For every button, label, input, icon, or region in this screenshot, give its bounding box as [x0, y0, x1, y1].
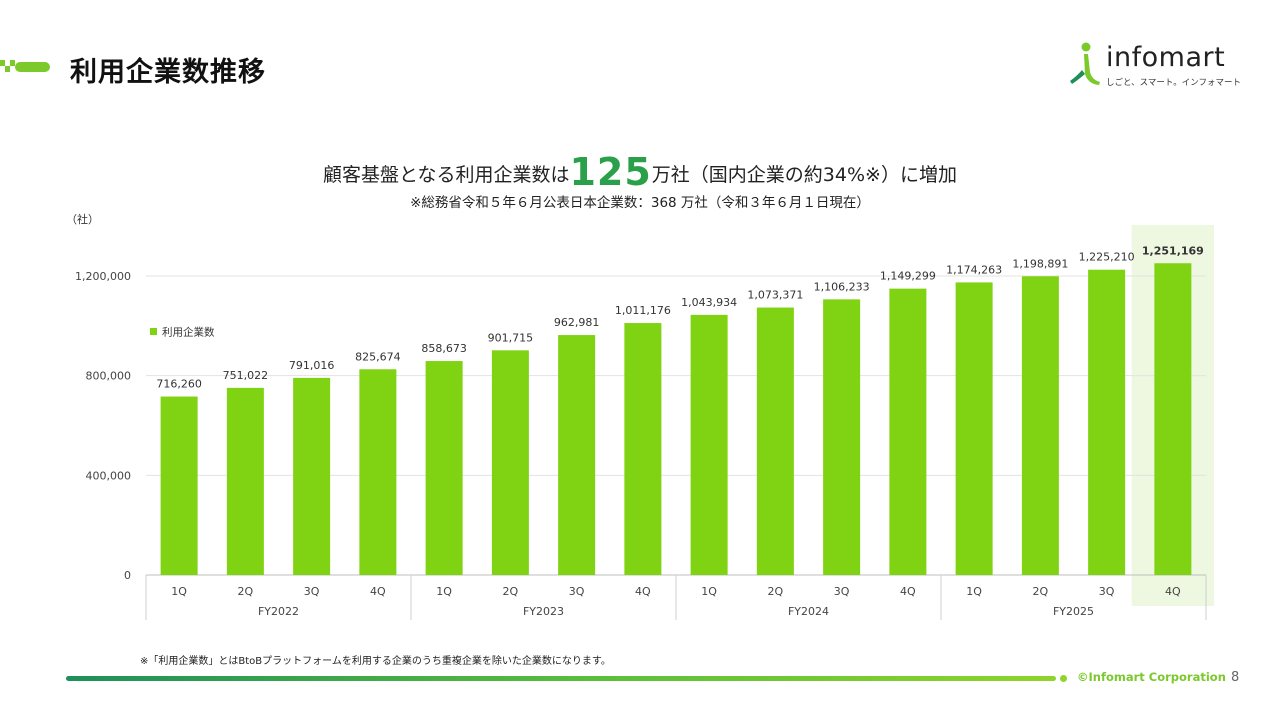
data-label: 1,011,176 [615, 304, 671, 317]
footer-gradient-bar [66, 676, 1056, 681]
x-group-label: FY2025 [1053, 605, 1094, 618]
bar [756, 307, 794, 575]
y-tick-label: 400,000 [86, 469, 132, 482]
data-label: 858,673 [421, 342, 467, 355]
legend-swatch [150, 328, 157, 335]
data-label: 1,198,891 [1012, 257, 1068, 270]
legend: 利用企業数 [150, 326, 215, 339]
bar [293, 377, 331, 575]
x-group-label: FY2022 [258, 605, 299, 618]
y-unit-label: （社） [66, 212, 99, 226]
x-group-label: FY2024 [788, 605, 829, 618]
x-tick-label: 1Q [171, 585, 187, 598]
bar [226, 387, 264, 575]
bar [1021, 276, 1059, 575]
logo-figure-icon [1070, 42, 1100, 85]
bar [889, 288, 927, 575]
legend-label: 利用企業数 [162, 326, 215, 339]
x-tick-label: 4Q [1165, 585, 1181, 598]
x-tick-label: 1Q [701, 585, 717, 598]
bar [160, 396, 198, 575]
x-tick-label: 3Q [834, 585, 850, 598]
data-label: 1,251,169 [1142, 244, 1204, 257]
headline-pre: 顧客基盤となる利用企業数は [323, 164, 570, 186]
bar [955, 282, 993, 575]
copyright: ©Infomart Corporation [1077, 670, 1226, 684]
data-label: 1,106,233 [814, 280, 870, 293]
footer-dot [1060, 675, 1067, 682]
data-label: 716,260 [156, 378, 202, 391]
x-tick-label: 4Q [635, 585, 651, 598]
x-tick-label: 1Q [966, 585, 982, 598]
x-tick-label: 3Q [569, 585, 585, 598]
bar [425, 361, 463, 575]
x-group-label: FY2023 [523, 605, 564, 618]
title-accent-mark [0, 60, 50, 72]
y-tick-label: 1,200,000 [75, 270, 131, 283]
headline-big-number: 125 [569, 150, 652, 194]
x-tick-label: 4Q [900, 585, 916, 598]
data-label: 901,715 [488, 331, 534, 344]
data-label: 751,022 [223, 369, 269, 382]
x-tick-label: 4Q [370, 585, 386, 598]
data-label: 1,073,371 [747, 289, 803, 302]
bar [1154, 263, 1192, 575]
y-tick-label: 800,000 [86, 370, 132, 383]
x-tick-label: 2Q [238, 585, 254, 598]
data-label: 825,674 [355, 350, 401, 363]
infomart-logo: infomart しごと、スマート。インフォマート [1068, 42, 1241, 92]
bar [823, 299, 861, 575]
bar [491, 350, 529, 575]
data-label: 791,016 [289, 359, 335, 372]
data-label: 1,043,934 [681, 296, 737, 309]
page-title: 利用企業数推移 [70, 57, 266, 88]
data-label: 962,981 [554, 316, 600, 329]
x-tick-label: 3Q [304, 585, 320, 598]
data-label: 1,149,299 [880, 270, 936, 283]
x-tick-label: 2Q [503, 585, 519, 598]
x-tick-label: 3Q [1099, 585, 1115, 598]
x-tick-label: 1Q [436, 585, 452, 598]
data-label: 1,225,210 [1079, 251, 1135, 264]
bar [624, 323, 662, 575]
headline-source-note: ※総務省令和５年６月公表日本企業数：368 万社（令和３年６月１日現在） [410, 195, 870, 211]
logo-tagline: しごと、スマート。インフォマート [1106, 78, 1241, 88]
bar [690, 314, 728, 575]
x-tick-label: 2Q [1033, 585, 1049, 598]
y-tick-label: 0 [124, 569, 131, 582]
page-number: 8 [1231, 670, 1240, 685]
headline-post: 万社（国内企業の約34%※）に増加 [651, 164, 957, 186]
footnote: ※「利用企業数」とはBtoBプラットフォームを利用する企業のうち重複企業を除いた… [140, 656, 611, 667]
data-label: 1,174,263 [946, 263, 1002, 276]
logo-wordmark: infomart [1106, 42, 1226, 73]
headline: 顧客基盤となる利用企業数は125万社（国内企業の約34%※）に増加 [0, 150, 1280, 194]
bar [558, 335, 596, 575]
x-tick-label: 2Q [768, 585, 784, 598]
bar [359, 369, 397, 575]
bar [1088, 269, 1126, 575]
